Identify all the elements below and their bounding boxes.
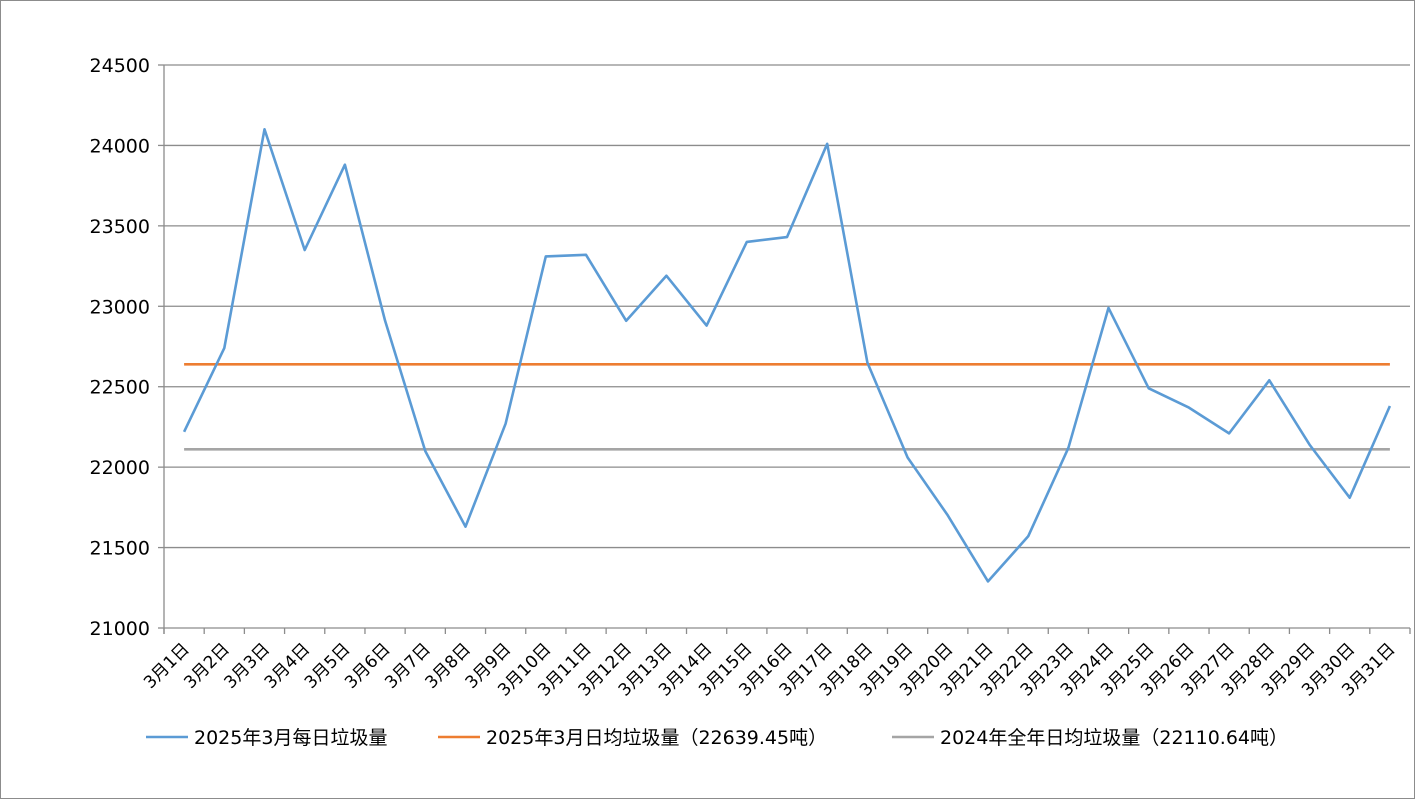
y-tick-label: 23000 [90, 296, 150, 318]
legend-label: 2025年3月日均垃圾量（22639.45吨） [486, 727, 827, 749]
y-tick-label: 23500 [90, 216, 150, 238]
axes [158, 64, 1411, 634]
y-tick-label: 21000 [90, 618, 150, 640]
y-tick-label: 22000 [90, 457, 150, 479]
series-line [182, 128, 1392, 583]
y-tick-label: 24000 [90, 135, 150, 157]
legend-label: 2025年3月每日垃圾量 [194, 727, 387, 749]
gridlines [164, 64, 1410, 549]
x-axis-tick-labels: 3月1日3月2日3月3日3月4日3月5日3月6日3月7日3月8日3月9日3月10… [140, 639, 1399, 700]
legend: 2025年3月每日垃圾量 2025年3月日均垃圾量（22639.45吨） 2024年… [146, 727, 1288, 749]
y-axis-tick-labels: 21000 21500 22000 22500 23000 23500 24000 24500 [90, 55, 150, 640]
series-lines [182, 128, 1392, 583]
y-tick-label: 21500 [90, 538, 150, 560]
legend-label: 2024年全年日均垃圾量（22110.64吨） [940, 727, 1288, 749]
y-tick-label: 24500 [90, 55, 150, 77]
y-tick-label: 22500 [90, 377, 150, 399]
